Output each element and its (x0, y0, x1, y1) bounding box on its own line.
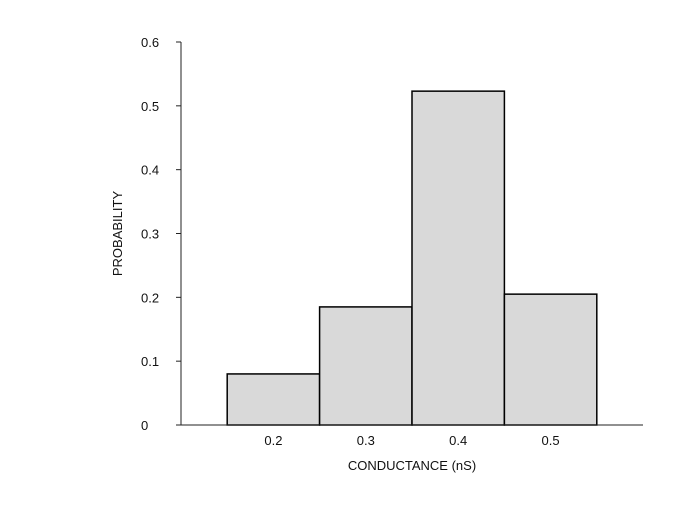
x-tick-label-1: 0.3 (357, 433, 375, 448)
x-axis-label: CONDUCTANCE (nS) (348, 458, 476, 473)
y-tick-label-6: 0.6 (141, 35, 159, 50)
y-ticks: 0 0.1 0.2 0.3 0.4 0.5 0.6 (141, 35, 181, 433)
y-tick-label-1: 0.1 (141, 354, 159, 369)
y-axis-label: PROBABILITY (110, 191, 125, 277)
bars-layer (226, 90, 598, 426)
histogram-bar-4 (503, 293, 598, 426)
y-tick-label-2: 0.2 (141, 290, 159, 305)
y-tick-label-0: 0 (141, 418, 148, 433)
histogram-bar-3 (411, 90, 506, 426)
histogram-bar-2 (318, 306, 413, 426)
histogram-bar-1 (226, 373, 321, 426)
x-tick-label-0: 0.2 (264, 433, 282, 448)
y-tick-label-3: 0.3 (141, 227, 159, 242)
x-tick-label-2: 0.4 (449, 433, 467, 448)
y-tick-label-4: 0.4 (141, 163, 159, 178)
x-tick-label-3: 0.5 (542, 433, 560, 448)
y-tick-label-5: 0.5 (141, 99, 159, 114)
x-ticks: 0.2 0.3 0.4 0.5 (264, 433, 559, 448)
